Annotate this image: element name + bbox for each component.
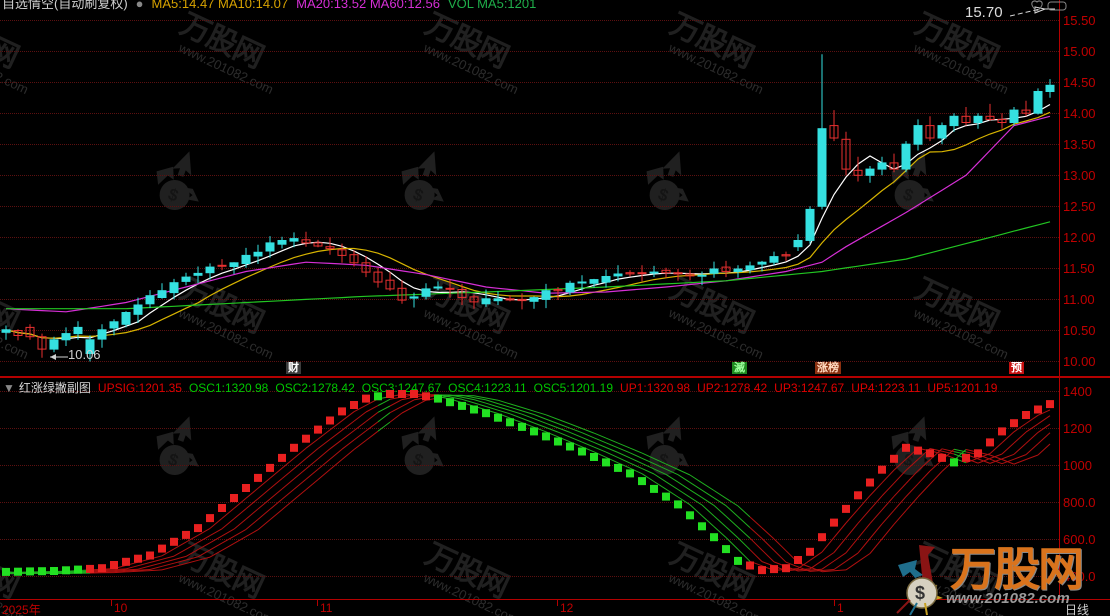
svg-text:万股网: 万股网 [950, 545, 1082, 595]
svg-text:www.201082.com: www.201082.com [946, 590, 1070, 607]
svg-text:$: $ [915, 583, 925, 603]
